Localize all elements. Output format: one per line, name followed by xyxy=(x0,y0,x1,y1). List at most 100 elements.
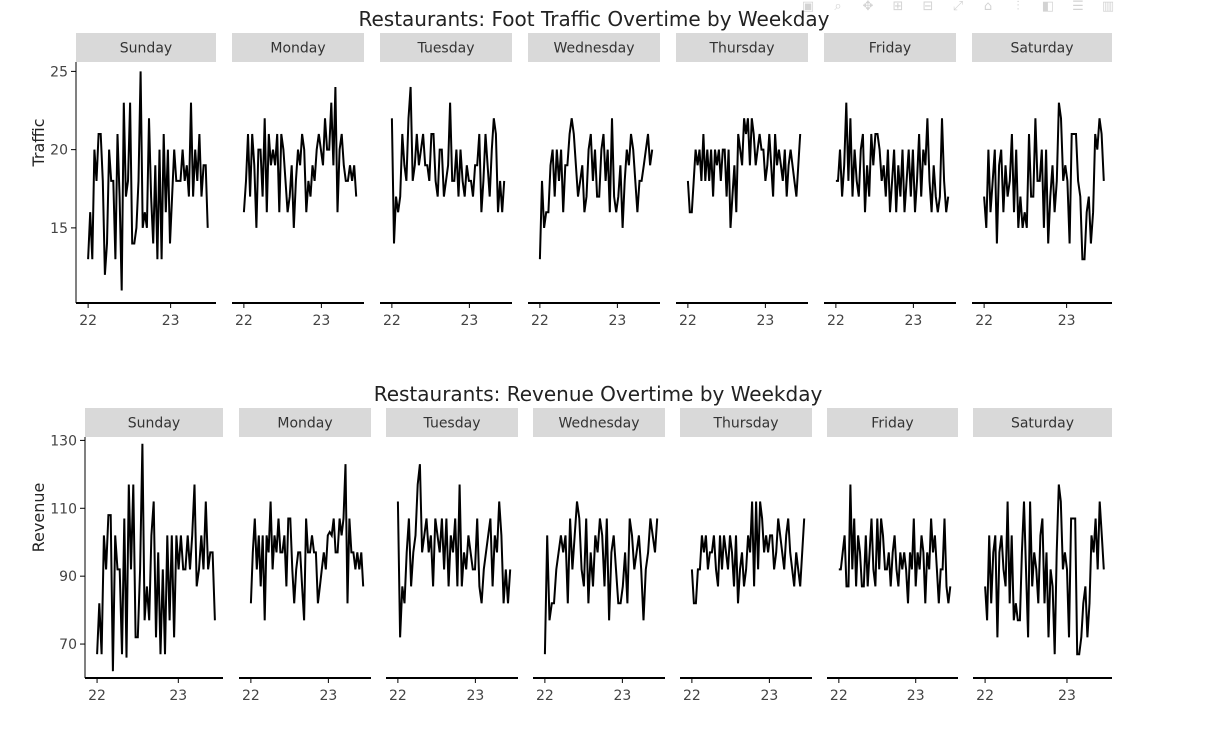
hover-compare-icon[interactable]: ☰ xyxy=(1072,0,1084,14)
facet-wednesday: Wednesday 22 23 xyxy=(533,408,665,704)
x-tick-label: 23 xyxy=(466,688,484,704)
x-tick-label: 22 xyxy=(975,313,993,329)
series-line[interactable] xyxy=(984,484,1105,656)
facet-strip-label: Thursday xyxy=(712,416,778,432)
facet-strip xyxy=(972,33,1112,62)
facet-strip xyxy=(239,408,371,437)
facet-strip xyxy=(386,408,518,437)
facet-strip-label: Sunday xyxy=(128,416,180,432)
series-line[interactable] xyxy=(538,118,654,260)
y-tick-label: 110 xyxy=(50,501,77,517)
series-line[interactable] xyxy=(390,86,506,244)
x-tick-label: 23 xyxy=(312,313,330,329)
series-line[interactable] xyxy=(242,86,358,228)
y-tick-label: 25 xyxy=(50,64,68,80)
facet-strip xyxy=(533,408,665,437)
y-tick-label: 20 xyxy=(50,143,68,159)
facet-thursday: Thursday 22 23 xyxy=(680,408,812,704)
series-line[interactable] xyxy=(686,118,802,228)
series-line[interactable] xyxy=(249,464,365,621)
series-line[interactable] xyxy=(983,102,1105,261)
x-tick-label: 22 xyxy=(976,688,994,704)
x-tick-label: 22 xyxy=(88,688,106,704)
zoom-out-icon[interactable]: ⊟ xyxy=(922,0,934,14)
x-tick-label: 22 xyxy=(531,313,549,329)
facet-strip xyxy=(76,33,216,62)
facet-strip xyxy=(676,33,808,62)
autoscale-icon[interactable]: ⤢ xyxy=(952,0,964,14)
x-tick-label: 22 xyxy=(827,313,845,329)
camera-icon[interactable]: ▣ xyxy=(801,0,815,14)
x-tick-label: 23 xyxy=(162,313,180,329)
facet-strip xyxy=(380,33,512,62)
facet-strip-label: Wednesday xyxy=(558,416,639,432)
x-tick-label: 22 xyxy=(383,313,401,329)
x-tick-label: 23 xyxy=(608,313,626,329)
facet-strip-label: Monday xyxy=(277,416,332,432)
facet-strip xyxy=(85,408,223,437)
x-tick-label: 22 xyxy=(536,688,554,704)
x-tick-label: 23 xyxy=(760,688,778,704)
x-tick-label: 22 xyxy=(79,313,97,329)
facet-strip-label: Tuesday xyxy=(417,41,475,57)
x-tick-label: 23 xyxy=(169,688,187,704)
facet-strip-label: Monday xyxy=(270,41,325,57)
facet-saturday: Saturday 22 23 xyxy=(972,33,1112,329)
facet-strip xyxy=(232,33,364,62)
facet-strip-label: Wednesday xyxy=(553,41,634,57)
y-axis-title: Revenue xyxy=(29,483,48,553)
reset-axes-icon[interactable]: ⌂ xyxy=(983,0,993,14)
facet-strip-label: Friday xyxy=(869,41,911,57)
pan-icon[interactable]: ✥ xyxy=(862,0,874,14)
facet-strip xyxy=(973,408,1112,437)
y-axis-title: Traffic xyxy=(29,118,48,167)
y-tick-label: 15 xyxy=(50,221,68,237)
facet-strip-label: Saturday xyxy=(1010,41,1073,57)
plotly-logo-icon[interactable]: ▥ xyxy=(1101,0,1115,14)
facet-friday: Friday 22 23 xyxy=(827,408,958,704)
facet-tuesday: Tuesday 22 23 xyxy=(386,408,518,704)
facet-strip xyxy=(680,408,812,437)
plot-modebar[interactable]: ▣ ⌕ ✥ ⊞ ⊟ ⤢ ⌂ ⫶ ◧ ☰ ▥ xyxy=(800,0,1116,18)
facet-monday: Monday 22 23 xyxy=(232,33,364,329)
chart-2: Restaurants: Revenue Overtime by Weekday… xyxy=(29,382,1112,704)
facet-wednesday: Wednesday 22 23 xyxy=(528,33,660,329)
facet-thursday: Thursday 22 23 xyxy=(676,33,808,329)
x-tick-label: 23 xyxy=(907,688,925,704)
facet-strip-label: Thursday xyxy=(708,41,774,57)
hover-closest-icon[interactable]: ◧ xyxy=(1041,0,1055,14)
series-line[interactable] xyxy=(87,71,209,291)
zoom-in-icon[interactable]: ⊞ xyxy=(892,0,904,14)
y-tick-label: 130 xyxy=(50,433,77,449)
x-tick-label: 23 xyxy=(756,313,774,329)
facet-strip-label: Saturday xyxy=(1011,416,1074,432)
spike-lines-icon[interactable]: ⫶ xyxy=(1016,0,1020,14)
series-line[interactable] xyxy=(690,501,806,605)
x-tick-label: 23 xyxy=(1058,688,1076,704)
facet-strip xyxy=(827,408,958,437)
y-tick-label: 70 xyxy=(59,637,77,653)
facet-tuesday: Tuesday 22 23 xyxy=(380,33,512,329)
x-tick-label: 23 xyxy=(904,313,922,329)
series-line[interactable] xyxy=(396,464,512,638)
zoom-icon[interactable]: ⌕ xyxy=(834,0,842,14)
chart-1: Restaurants: Foot Traffic Overtime by We… xyxy=(29,7,1112,329)
x-tick-label: 22 xyxy=(830,688,848,704)
chart-title: Restaurants: Foot Traffic Overtime by We… xyxy=(358,7,829,31)
series-line[interactable] xyxy=(835,102,950,213)
facet-strip-label: Tuesday xyxy=(423,416,481,432)
facet-strip-label: Friday xyxy=(871,416,913,432)
x-tick-label: 22 xyxy=(683,688,701,704)
series-line[interactable] xyxy=(96,443,216,672)
facet-strip xyxy=(824,33,956,62)
series-line[interactable] xyxy=(838,484,952,604)
x-tick-label: 22 xyxy=(679,313,697,329)
facet-sunday: Sunday 22 23 xyxy=(76,33,216,329)
x-tick-label: 23 xyxy=(1058,313,1076,329)
series-line[interactable] xyxy=(543,501,659,655)
facet-strip-label: Sunday xyxy=(120,41,172,57)
facet-monday: Monday 22 23 xyxy=(239,408,371,704)
chart-title: Restaurants: Revenue Overtime by Weekday xyxy=(374,382,823,406)
y-tick-label: 90 xyxy=(59,569,77,585)
